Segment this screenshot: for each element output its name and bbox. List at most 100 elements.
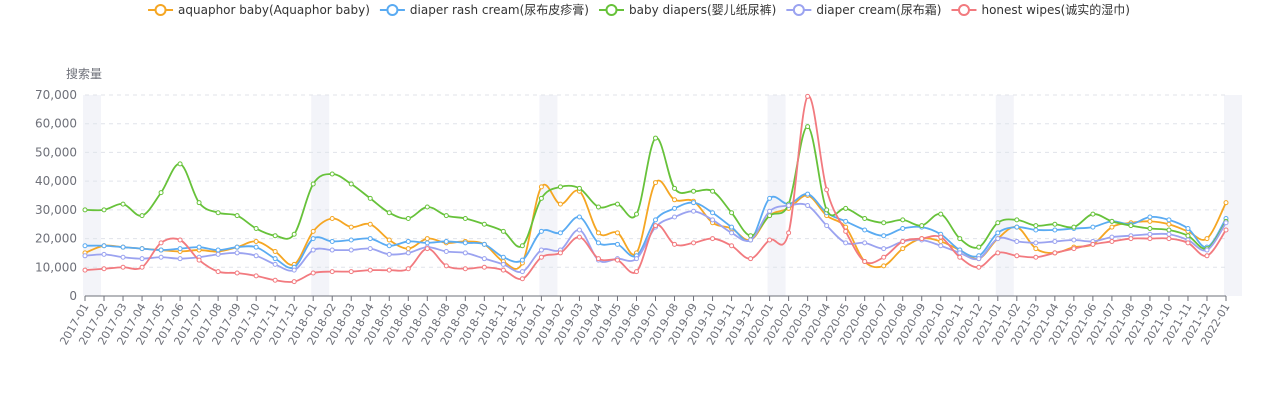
y-tick-label: 60,000 (35, 117, 77, 131)
data-point (767, 195, 773, 201)
data-point (1033, 227, 1039, 233)
data-point (139, 213, 145, 219)
data-point (1052, 221, 1058, 227)
data-point (329, 247, 335, 253)
data-point (481, 256, 487, 262)
data-point (691, 200, 697, 206)
series-line (84, 202, 1227, 273)
data-point (672, 185, 678, 191)
data-point (576, 185, 582, 191)
data-point (1223, 220, 1229, 226)
data-point (101, 243, 107, 249)
data-point (672, 241, 678, 247)
data-point (1147, 226, 1153, 232)
data-point (672, 214, 678, 220)
data-point (976, 264, 982, 270)
data-point (519, 257, 525, 263)
data-point (234, 270, 240, 276)
data-point (1109, 224, 1115, 230)
data-point (329, 269, 335, 275)
data-point (215, 210, 221, 216)
data-point (729, 230, 735, 236)
legend-label: diaper rash cream(尿布皮疹膏) (410, 2, 589, 17)
data-point (120, 264, 126, 270)
data-point (101, 266, 107, 272)
data-point (348, 237, 354, 243)
data-point (215, 247, 221, 253)
data-point (462, 266, 468, 272)
data-point (1185, 226, 1191, 232)
data-point (786, 203, 792, 209)
data-point (576, 234, 582, 240)
data-point (82, 207, 88, 213)
data-point (348, 224, 354, 230)
data-point (614, 230, 620, 236)
data-point (862, 259, 868, 265)
data-point (1223, 227, 1229, 233)
data-point (633, 269, 639, 275)
data-point (976, 256, 982, 262)
legend-item-0[interactable]: aquaphor baby(Aquaphor baby) (148, 3, 370, 17)
data-point (653, 135, 658, 141)
legend-swatch-marker (386, 4, 399, 16)
data-point (519, 243, 525, 249)
data-point (481, 221, 487, 227)
legend[interactable]: aquaphor baby(Aquaphor baby) diaper rash … (148, 2, 1130, 17)
data-point (691, 188, 697, 194)
data-point (843, 240, 849, 246)
data-point (310, 270, 316, 276)
data-point (995, 220, 1001, 226)
data-point (538, 247, 544, 253)
data-point (443, 248, 449, 254)
data-point (900, 238, 906, 244)
data-point (843, 228, 849, 234)
data-point (710, 217, 716, 223)
data-point (1052, 250, 1058, 256)
data-point (329, 215, 335, 221)
data-point (1166, 227, 1172, 233)
data-point (672, 205, 678, 211)
data-point (748, 256, 754, 262)
data-point (1033, 223, 1039, 229)
data-point (1185, 240, 1191, 246)
data-point (443, 213, 449, 219)
data-point (862, 215, 868, 221)
y-tick-label: 30,000 (35, 203, 77, 217)
data-point (519, 269, 525, 275)
data-point (672, 197, 678, 203)
data-point (215, 251, 221, 257)
year-band (539, 95, 558, 296)
legend-item-2[interactable]: baby diapers(婴儿纸尿裤) (598, 3, 776, 17)
data-point (177, 256, 183, 262)
data-point (653, 223, 658, 229)
legend-item-1[interactable]: diaper rash cream(尿布皮疹膏) (379, 2, 589, 17)
data-point (158, 240, 164, 246)
legend-item-3[interactable]: diaper cream(尿布霜) (786, 3, 941, 17)
data-point (1090, 224, 1096, 230)
data-point (748, 233, 754, 239)
legend-item-4[interactable]: honest wipes(诚实的湿巾) (951, 2, 1130, 17)
data-point (614, 241, 620, 247)
data-point (158, 190, 164, 196)
data-point (1204, 253, 1210, 259)
data-point (710, 210, 716, 216)
y-tick-label: 10,000 (35, 260, 77, 274)
data-point (253, 238, 259, 244)
data-point (386, 243, 392, 249)
data-point (272, 261, 278, 267)
year-band (83, 95, 101, 296)
data-point (1033, 246, 1039, 252)
data-point (310, 236, 316, 242)
data-point (234, 250, 240, 256)
data-point (367, 236, 373, 242)
data-point (957, 250, 963, 256)
data-point (405, 238, 411, 244)
data-point (653, 217, 658, 223)
data-point (1014, 224, 1020, 230)
data-point (576, 227, 582, 233)
data-point (1071, 246, 1077, 252)
data-point (805, 203, 811, 209)
data-point (329, 171, 335, 177)
data-point (424, 240, 430, 246)
